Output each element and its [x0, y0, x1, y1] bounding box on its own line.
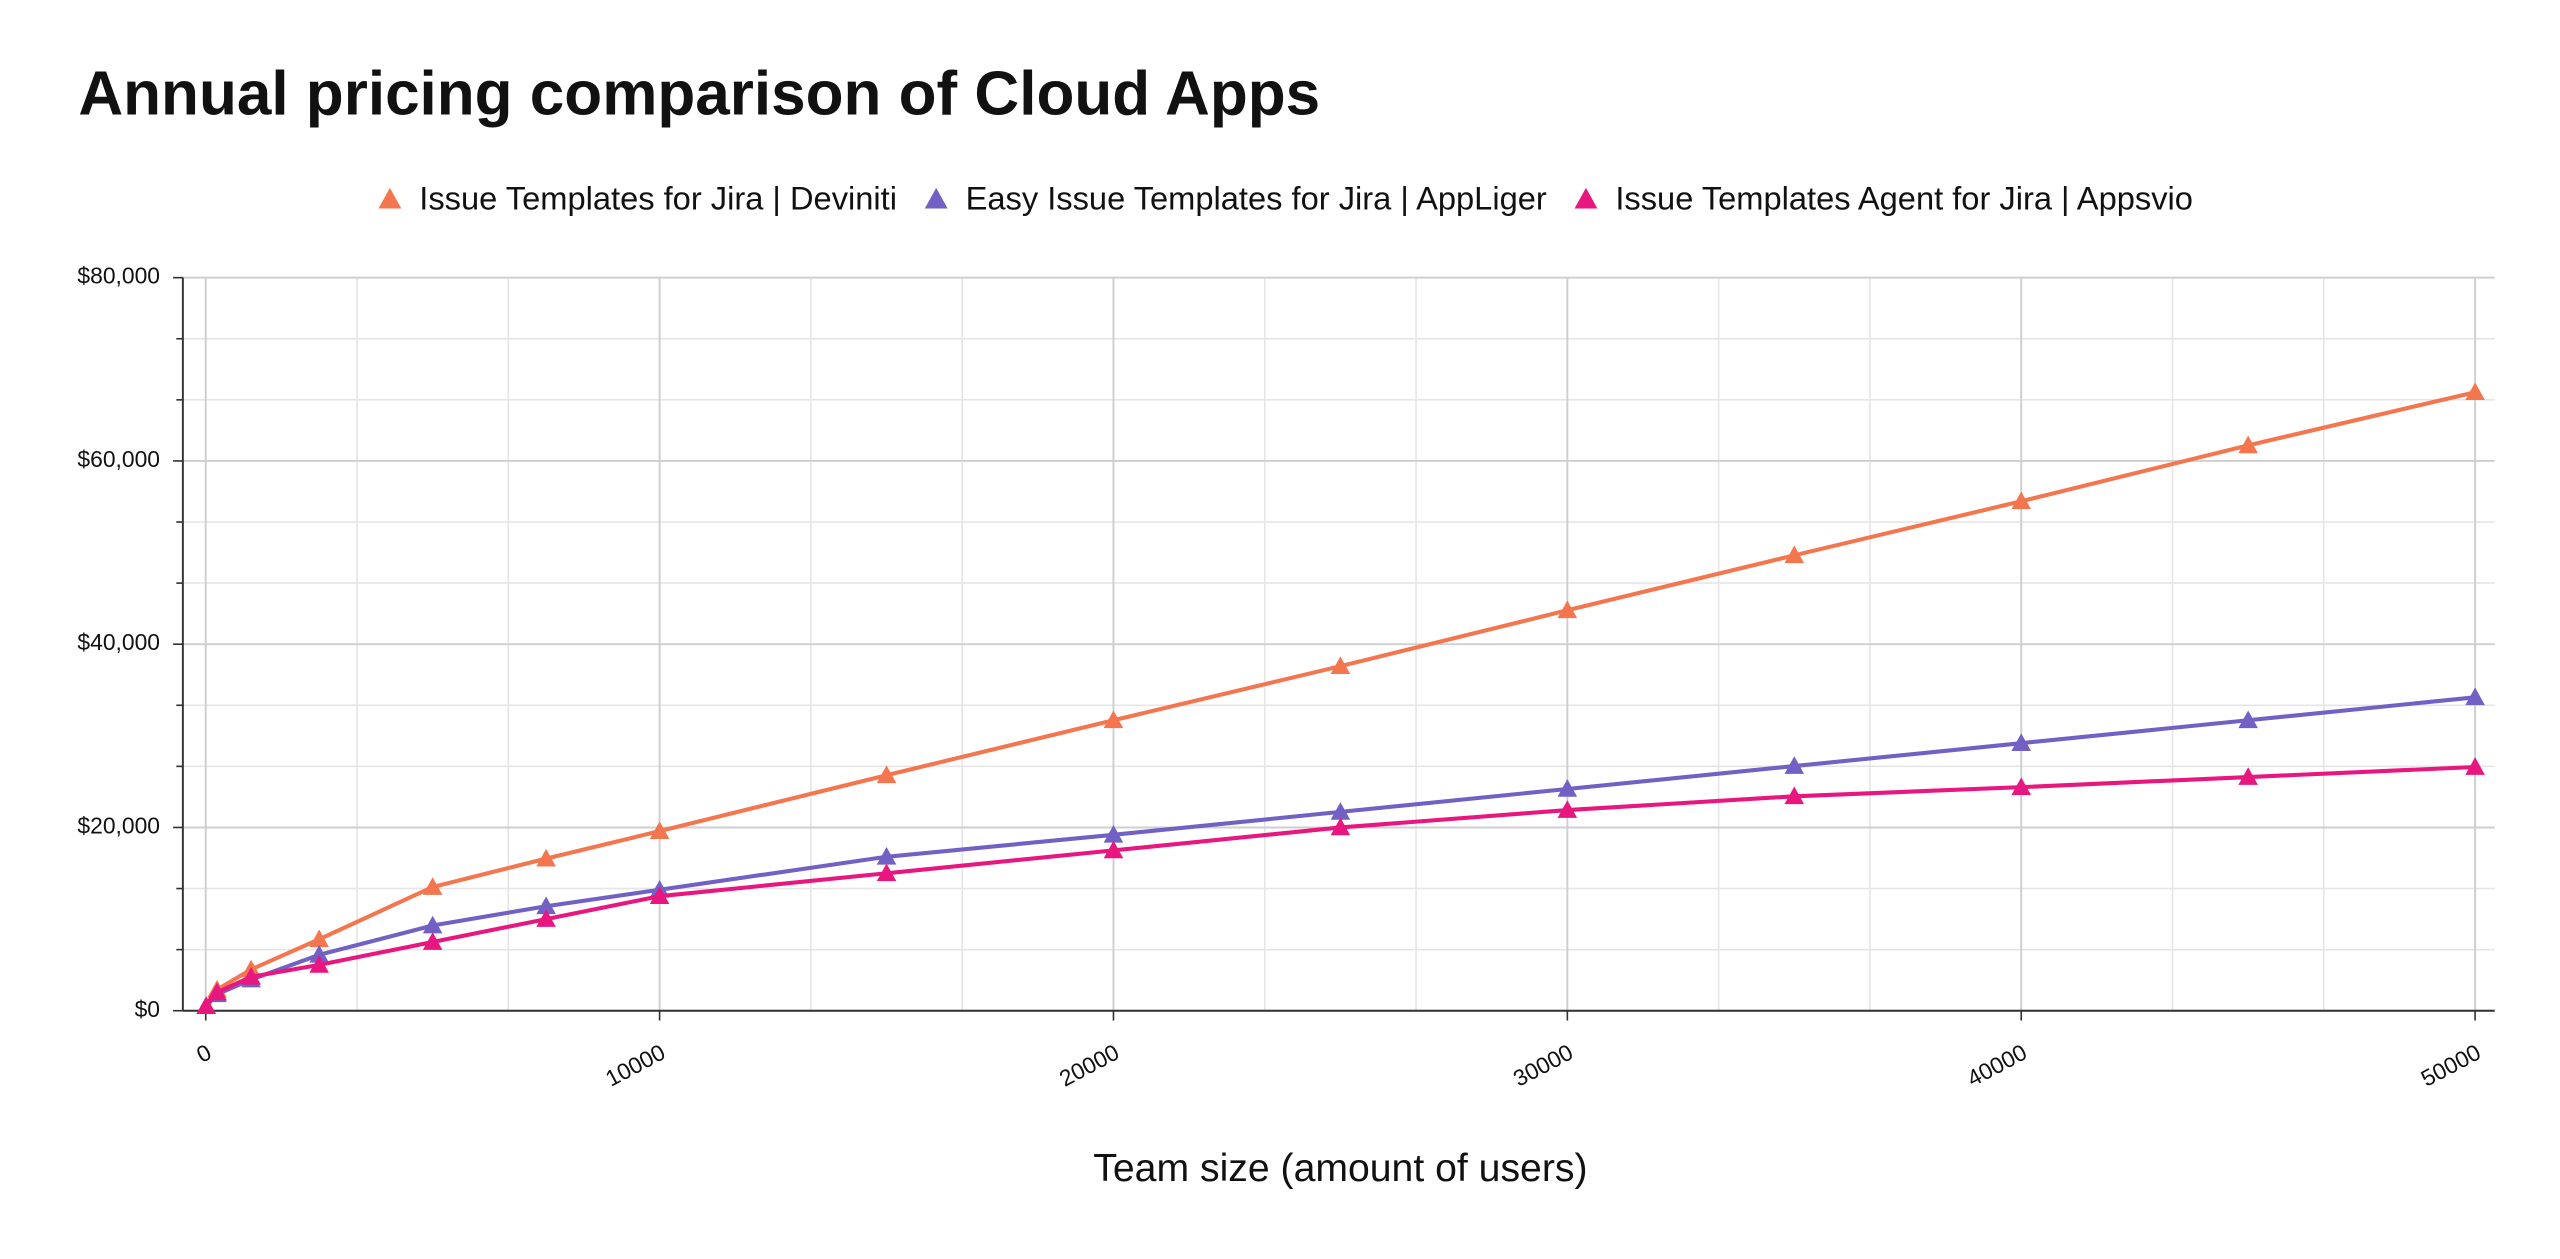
y-tick-label: $20,000: [77, 812, 160, 838]
data-point: [2238, 435, 2258, 454]
data-point: [309, 929, 329, 948]
legend-marker: [1574, 187, 1598, 209]
data-point: [1103, 840, 1124, 859]
legend-label: Issue Templates for Jira | Deviniti: [419, 180, 897, 217]
data-point: [422, 877, 443, 895]
legend-item: Issue Templates for Jira | Deviniti: [378, 180, 897, 217]
data-point: [309, 945, 329, 963]
data-point: [2238, 710, 2258, 729]
data-point: [1557, 600, 1578, 619]
data-point: [876, 846, 897, 865]
x-tick-label: 20000: [1055, 1039, 1123, 1092]
x-tick-label: 10000: [601, 1039, 669, 1092]
x-tick-label: 40000: [1963, 1039, 2031, 1092]
data-point: [1784, 756, 1805, 774]
data-point: [1330, 817, 1351, 836]
legend-item: Issue Templates Agent for Jira | Appsvio: [1574, 180, 2193, 217]
data-point: [422, 915, 443, 934]
y-tick-label: $60,000: [77, 446, 160, 472]
data-point: [309, 955, 329, 973]
data-point: [876, 765, 897, 784]
x-axis-label: Team size (amount of users): [1093, 1147, 1587, 1190]
data-point: [2465, 687, 2485, 706]
data-point: [1103, 824, 1124, 843]
chart-title: Annual pricing comparison of Cloud Apps: [78, 59, 1320, 128]
legend-marker: [378, 187, 402, 209]
data-point: [2238, 767, 2258, 785]
x-tick-label: 50000: [2417, 1039, 2485, 1092]
data-point: [1784, 786, 1805, 805]
data-point: [196, 996, 216, 1014]
data-point: [536, 896, 556, 915]
data-point: [1330, 802, 1351, 820]
data-point: [1784, 545, 1805, 564]
data-point: [1557, 800, 1578, 818]
data-point: [422, 932, 443, 950]
data-point: [649, 821, 670, 839]
data-point: [1330, 656, 1351, 675]
data-point: [649, 886, 670, 905]
legend-marker: [924, 187, 948, 209]
data-point: [536, 848, 556, 867]
data-point: [2011, 491, 2032, 510]
data-point: [2465, 382, 2485, 401]
data-point: [207, 982, 227, 1001]
legend-label: Issue Templates Agent for Jira | Appsvio: [1615, 180, 2193, 217]
data-point: [2465, 757, 2485, 775]
x-tick-label: 0: [192, 1039, 215, 1068]
data-point: [536, 909, 556, 927]
data-point: [241, 967, 261, 985]
data-point: [2011, 777, 2032, 795]
data-point: [876, 863, 897, 882]
data-point: [1557, 779, 1578, 797]
legend: Issue Templates for Jira | Deviniti Easy …: [378, 180, 2193, 217]
data-point: [2011, 733, 2032, 751]
legend-label: Easy Issue Templates for Jira | AppLiger: [966, 180, 1547, 217]
legend-item: Easy Issue Templates for Jira | AppLiger: [924, 180, 1547, 217]
y-tick-label: $80,000: [77, 263, 160, 289]
y-tick-label: $40,000: [77, 629, 160, 655]
data-point: [1103, 710, 1124, 729]
y-tick-label: $0: [135, 996, 160, 1022]
x-tick-label: 30000: [1509, 1039, 1577, 1092]
